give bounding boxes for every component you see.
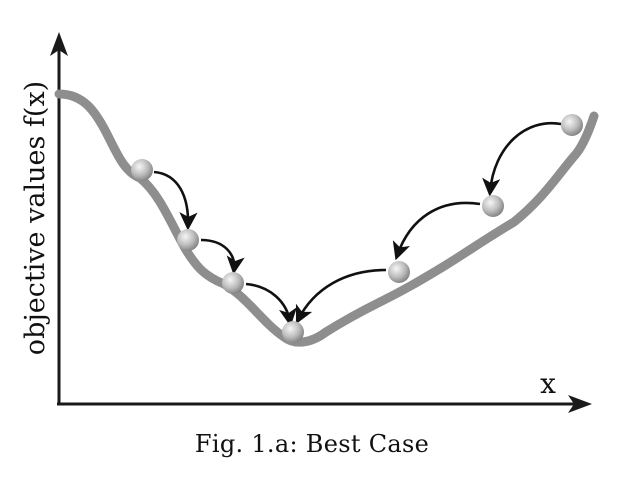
- candidate-ball-5: [388, 261, 410, 283]
- movement-arrows: [153, 121, 562, 327]
- y-axis-label: objective values f(x): [20, 81, 51, 355]
- figure-caption: Fig. 1.a: Best Case: [194, 430, 430, 458]
- arrow-step-2: [200, 238, 245, 275]
- arrow-step-3: [245, 282, 297, 327]
- x-axis-label: x: [540, 367, 556, 400]
- candidate-points: [131, 114, 583, 343]
- x-axis-arrowhead: [568, 395, 592, 413]
- candidate-ball-7: [561, 114, 583, 136]
- objective-function-curve: [54, 89, 599, 347]
- candidate-ball-3: [222, 272, 244, 294]
- arrow-step-6: [482, 121, 562, 197]
- candidate-ball-6: [482, 195, 504, 217]
- arrow-step-1: [153, 170, 198, 231]
- candidate-ball-2: [177, 229, 199, 251]
- axes: [50, 32, 592, 413]
- candidate-ball-4: [282, 321, 304, 343]
- arrow-step-5: [392, 201, 481, 261]
- y-axis-arrowhead: [50, 32, 68, 56]
- arrow-step-4: [295, 268, 387, 325]
- candidate-ball-1: [131, 159, 153, 181]
